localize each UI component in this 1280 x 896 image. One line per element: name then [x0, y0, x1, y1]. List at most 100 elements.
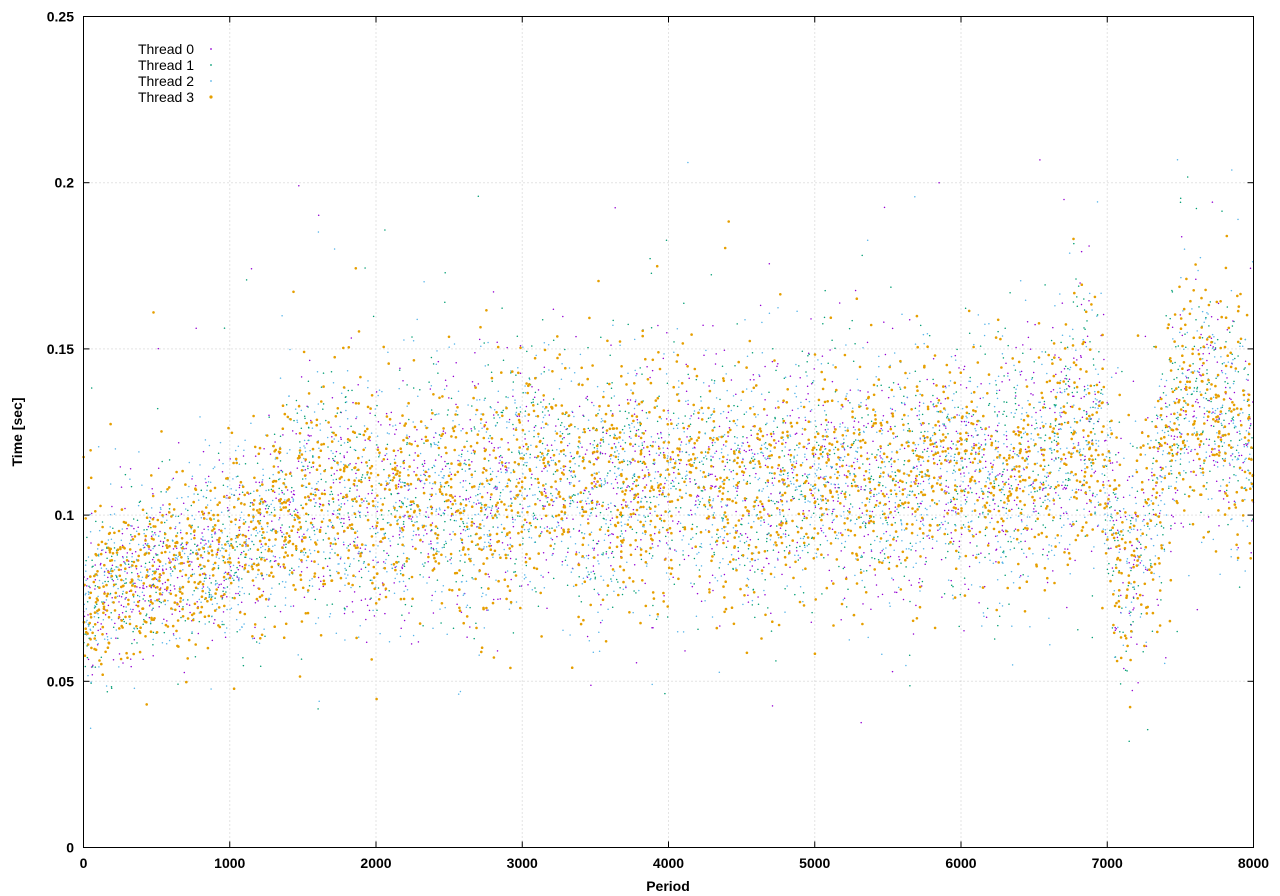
data-point	[969, 488, 972, 490]
data-point	[1029, 484, 1032, 487]
data-point	[806, 545, 809, 547]
data-point	[803, 544, 806, 547]
data-point	[466, 636, 468, 638]
data-point	[462, 520, 464, 523]
data-point	[987, 491, 989, 493]
data-point	[1000, 491, 1003, 494]
data-point	[631, 422, 633, 425]
data-point	[656, 420, 659, 423]
data-point	[1084, 328, 1086, 331]
data-point	[151, 530, 153, 533]
data-point	[659, 475, 661, 478]
data-point	[580, 600, 583, 603]
data-point	[1162, 534, 1164, 536]
data-point	[332, 543, 334, 545]
data-point	[571, 476, 574, 478]
data-point	[368, 479, 371, 482]
data-point	[863, 474, 865, 477]
data-point	[233, 494, 235, 496]
data-point	[512, 423, 514, 426]
data-point	[734, 364, 736, 367]
data-point	[518, 452, 521, 455]
data-point	[1022, 528, 1025, 531]
data-point	[978, 480, 980, 483]
data-point	[1111, 469, 1114, 471]
data-point	[808, 400, 811, 403]
data-point	[283, 493, 285, 495]
data-point	[977, 553, 980, 556]
data-point	[1233, 380, 1235, 383]
data-point	[1200, 346, 1202, 349]
data-point	[1092, 364, 1095, 366]
data-point	[402, 564, 404, 566]
data-point	[1078, 451, 1081, 454]
data-point	[954, 354, 957, 357]
data-point	[918, 401, 921, 404]
data-point	[692, 413, 695, 415]
data-point	[473, 564, 475, 566]
data-point	[903, 459, 906, 462]
data-point	[997, 440, 1000, 443]
data-point	[948, 384, 950, 387]
data-point	[1210, 451, 1213, 453]
data-point	[803, 517, 805, 520]
data-point	[634, 450, 636, 452]
data-point	[426, 506, 429, 509]
data-point	[771, 705, 774, 707]
data-point	[591, 547, 594, 550]
data-point	[1043, 487, 1046, 489]
data-point	[491, 515, 493, 517]
data-point	[1013, 466, 1016, 468]
data-point	[1243, 443, 1245, 446]
data-point	[340, 438, 342, 441]
data-point	[1161, 492, 1163, 494]
data-point	[623, 460, 625, 462]
data-point	[131, 611, 133, 613]
data-point	[308, 579, 311, 582]
data-point	[1156, 477, 1158, 479]
data-point	[547, 463, 549, 465]
data-point	[240, 601, 243, 604]
data-point	[130, 566, 132, 568]
data-point	[654, 462, 656, 464]
data-point	[819, 476, 822, 478]
data-point	[530, 483, 533, 486]
data-point	[142, 623, 144, 626]
data-point	[1239, 342, 1241, 345]
data-point	[1094, 495, 1097, 498]
data-point	[255, 534, 257, 537]
data-point	[810, 318, 812, 320]
data-point	[760, 520, 762, 522]
data-point	[244, 556, 247, 558]
data-point	[1069, 366, 1072, 369]
data-point	[1036, 490, 1039, 492]
data-point	[859, 389, 861, 392]
data-point	[1120, 437, 1122, 440]
data-point	[812, 485, 814, 488]
data-point	[842, 599, 845, 601]
data-point	[152, 583, 155, 585]
data-point	[768, 532, 770, 534]
data-point	[1204, 317, 1207, 320]
data-point	[305, 520, 307, 523]
data-point	[968, 565, 971, 568]
data-point	[511, 502, 513, 504]
data-point	[658, 437, 660, 439]
data-point	[596, 502, 598, 505]
data-point	[736, 530, 739, 532]
data-point	[386, 522, 389, 524]
data-point	[456, 413, 459, 416]
data-point	[708, 446, 710, 448]
data-point	[408, 484, 410, 487]
data-point	[766, 550, 769, 552]
data-point	[510, 578, 512, 581]
data-point	[92, 565, 94, 567]
data-point	[900, 522, 903, 525]
data-point	[522, 543, 524, 545]
data-point	[1136, 643, 1138, 645]
data-point	[262, 590, 265, 593]
data-point	[347, 512, 349, 514]
data-point	[764, 398, 766, 401]
data-point	[191, 573, 194, 576]
data-point	[416, 520, 418, 523]
